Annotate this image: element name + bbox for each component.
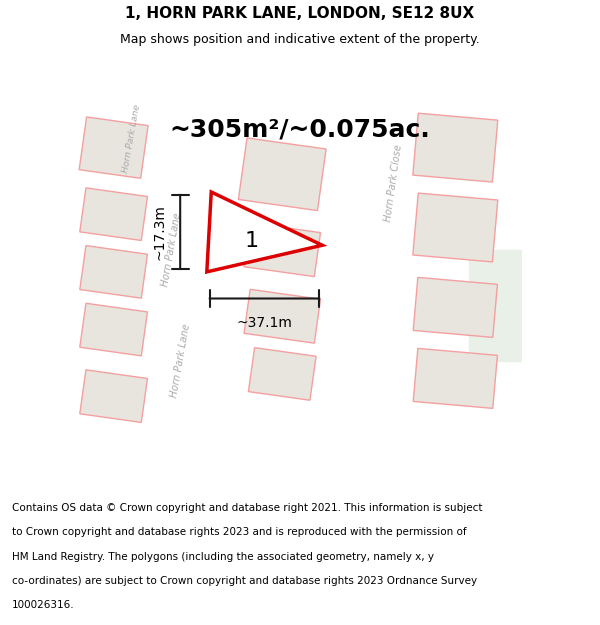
Polygon shape: [413, 113, 498, 182]
Text: ~37.1m: ~37.1m: [236, 316, 292, 330]
Polygon shape: [80, 303, 148, 356]
Text: 1, HORN PARK LANE, LONDON, SE12 8UX: 1, HORN PARK LANE, LONDON, SE12 8UX: [125, 6, 475, 21]
Bar: [469, 249, 522, 361]
Polygon shape: [80, 246, 148, 298]
Text: ~17.3m: ~17.3m: [153, 204, 167, 260]
Polygon shape: [413, 278, 497, 338]
Polygon shape: [145, 49, 215, 495]
Text: 1: 1: [244, 231, 258, 251]
Polygon shape: [244, 222, 320, 277]
Text: 100026316.: 100026316.: [12, 600, 74, 610]
Text: co-ordinates) are subject to Crown copyright and database rights 2023 Ordnance S: co-ordinates) are subject to Crown copyr…: [12, 576, 477, 586]
Text: ~305m²/~0.075ac.: ~305m²/~0.075ac.: [170, 118, 430, 142]
Text: Horn Park Lane: Horn Park Lane: [160, 212, 183, 288]
Text: Contains OS data © Crown copyright and database right 2021. This information is : Contains OS data © Crown copyright and d…: [12, 503, 482, 513]
Text: Horn Park Lane: Horn Park Lane: [121, 104, 142, 174]
Polygon shape: [78, 447, 522, 469]
Polygon shape: [248, 348, 316, 400]
Polygon shape: [244, 289, 320, 343]
Polygon shape: [78, 77, 522, 94]
Text: Horn Park Close: Horn Park Close: [383, 144, 404, 222]
Text: HM Land Registry. The polygons (including the associated geometry, namely x, y: HM Land Registry. The polygons (includin…: [12, 551, 434, 561]
Text: Horn Park Lane: Horn Park Lane: [169, 323, 191, 398]
Polygon shape: [238, 138, 326, 211]
Polygon shape: [80, 188, 148, 241]
Text: Map shows position and indicative extent of the property.: Map shows position and indicative extent…: [120, 32, 480, 46]
Polygon shape: [79, 117, 148, 178]
Polygon shape: [369, 49, 409, 361]
Polygon shape: [413, 193, 498, 262]
Polygon shape: [80, 370, 148, 423]
Polygon shape: [413, 348, 497, 408]
Polygon shape: [207, 192, 322, 272]
Text: to Crown copyright and database rights 2023 and is reproduced with the permissio: to Crown copyright and database rights 2…: [12, 528, 467, 538]
